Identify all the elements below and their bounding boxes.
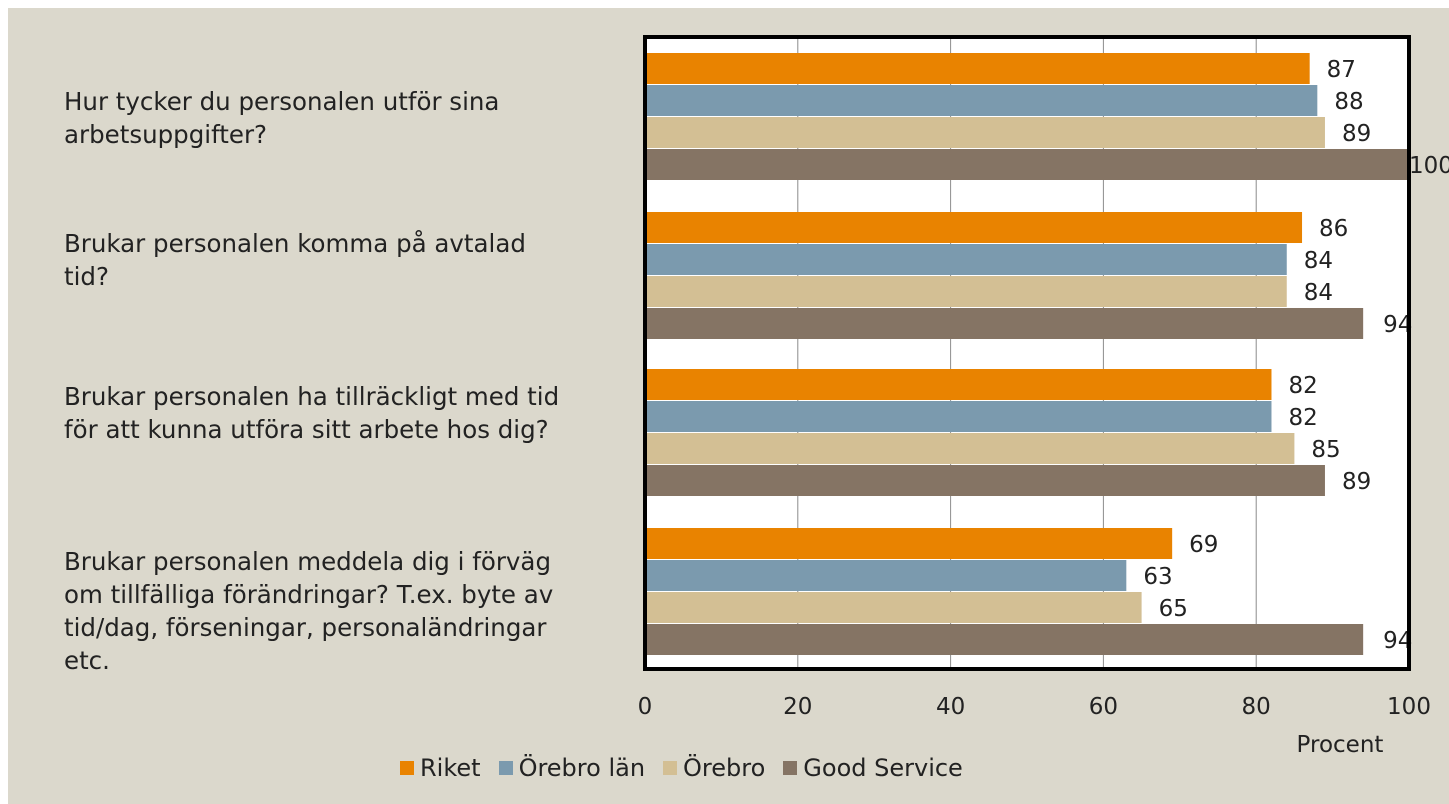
data-label: 82	[1288, 405, 1317, 431]
bar	[645, 592, 1142, 623]
data-label: 100	[1409, 153, 1449, 179]
data-label: 84	[1304, 280, 1333, 306]
legend-item: Good Service	[783, 754, 963, 782]
data-label: 69	[1189, 532, 1218, 558]
bar	[645, 433, 1295, 464]
x-tick-label: 40	[936, 694, 965, 720]
legend-item: Örebro	[663, 754, 765, 782]
data-label: 63	[1143, 564, 1172, 590]
category-label: Brukar personalen komma på avtalad tid?	[64, 229, 526, 291]
bar	[645, 53, 1310, 84]
category-label: Hur tycker du personalen utför sina arbe…	[64, 87, 500, 149]
data-label: 84	[1304, 248, 1333, 274]
x-tick-label: 100	[1387, 694, 1431, 720]
category-label: Brukar personalen ha tillräckligt med ti…	[64, 382, 560, 444]
bar	[645, 308, 1364, 339]
bar	[645, 85, 1318, 116]
data-label: 89	[1342, 469, 1371, 495]
legend-label: Riket	[420, 754, 481, 782]
data-label: 88	[1334, 89, 1363, 115]
data-label: 65	[1159, 596, 1188, 622]
bar	[645, 117, 1325, 148]
bar	[645, 560, 1127, 591]
bar	[645, 149, 1409, 180]
legend-swatch	[783, 761, 798, 775]
bar	[645, 369, 1272, 400]
data-label: 89	[1342, 121, 1371, 147]
x-tick-label: 0	[638, 694, 653, 720]
legend-item: Riket	[400, 754, 481, 782]
x-tick-label: 20	[783, 694, 812, 720]
x-tick-label: 80	[1242, 694, 1271, 720]
legend: Riket Örebro län Örebro Good Service	[400, 752, 963, 784]
category-label: Brukar personalen meddela dig i förväg o…	[64, 547, 554, 675]
bar	[645, 276, 1287, 307]
data-label: 82	[1288, 373, 1317, 399]
plot-border	[643, 35, 1411, 671]
legend-label: Örebro	[683, 754, 766, 782]
legend-swatch	[400, 761, 414, 775]
legend-label: Good Service	[803, 754, 963, 782]
bar	[645, 624, 1364, 655]
bar	[645, 401, 1272, 432]
x-tick-label: 60	[1089, 694, 1118, 720]
bar	[645, 528, 1173, 559]
legend-item: Örebro län	[498, 754, 646, 782]
data-label: 87	[1327, 57, 1356, 83]
data-label: 86	[1319, 216, 1348, 242]
bar	[645, 465, 1325, 496]
legend-swatch	[663, 761, 678, 775]
bar	[645, 244, 1287, 275]
data-label: 85	[1311, 437, 1340, 463]
x-axis-title: Procent	[1297, 732, 1384, 758]
bar	[645, 212, 1303, 243]
legend-label: Örebro län	[518, 754, 646, 782]
legend-swatch	[498, 761, 513, 775]
